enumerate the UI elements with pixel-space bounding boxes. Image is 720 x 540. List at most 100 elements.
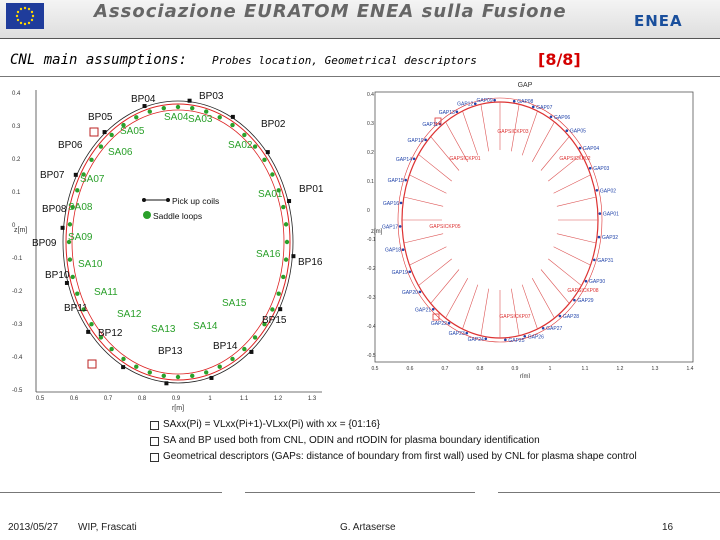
eu-flag-icon <box>6 3 44 29</box>
enea-logo: ENEA <box>634 12 683 30</box>
gap-spoke <box>553 174 591 194</box>
y-tick-label: 0 <box>367 208 370 214</box>
saddle-loop-marker <box>66 239 72 245</box>
y-tick-label: -0.1 <box>12 256 23 262</box>
footer-date: 2013/05/27 <box>8 522 59 533</box>
pickup-coil-marker <box>86 329 91 334</box>
gap-marker <box>447 321 451 325</box>
probe-label: SA08 <box>68 202 93 213</box>
probe-label: SA04 <box>164 112 189 123</box>
saddle-loop-marker <box>81 307 86 312</box>
saddle-loop-marker <box>276 291 281 296</box>
probe-label: BP14 <box>213 341 238 352</box>
gap-label: GAP04 <box>583 146 599 152</box>
gap-label: GAP16 <box>383 201 399 207</box>
gap-marker <box>408 270 412 274</box>
footer-event: WIP, Frascati <box>78 522 137 533</box>
saddle-loop-marker <box>242 346 247 352</box>
pickup-coil-marker <box>102 130 107 135</box>
gap-spoke <box>531 121 555 162</box>
x-tick-label: 0.9 <box>512 366 519 372</box>
saddle-loop-marker <box>204 370 209 375</box>
gap-marker <box>512 99 516 103</box>
saddle-loop-marker <box>230 356 235 362</box>
pickup-coil-marker <box>60 225 65 230</box>
gapsickp-label: GAPSICKP02 <box>559 156 590 162</box>
gap-label: GAP22 <box>431 321 447 327</box>
saddle-loop-marker <box>70 274 75 280</box>
gapsickp-label: GAPSICKP05 <box>429 224 460 230</box>
gap-spoke <box>409 174 447 194</box>
x-tick-label: 1 <box>208 396 212 402</box>
saddle-loop-marker <box>134 364 139 369</box>
y-tick-label: 0.4 <box>12 91 21 97</box>
x-axis-label: r[m] <box>172 405 184 412</box>
footer-divider <box>245 492 475 493</box>
legend-saddle-label: Saddle loops <box>153 211 202 221</box>
saddle-loop-marker <box>283 222 289 227</box>
association-title: Associazione EURATOM ENEA sulla Fusione <box>94 1 567 22</box>
gap-spoke <box>418 258 452 286</box>
header-banner: Associazione EURATOM ENEA sulla Fusione … <box>0 0 720 38</box>
x-tick-label: 1.1 <box>582 366 589 372</box>
gap-spoke <box>480 104 489 152</box>
probe-label: SA16 <box>256 249 281 260</box>
probe-label: BP02 <box>261 119 286 130</box>
x-tick-label: 1 <box>549 366 552 372</box>
saddle-loop-marker <box>109 346 114 352</box>
legend-pickup-marker <box>142 198 146 202</box>
y-tick-label: -0.4 <box>12 355 23 361</box>
gap-label: GAP27 <box>546 326 562 332</box>
bullet-list: SAxx(Pi) = VLxx(Pi+1)-VLxx(Pi) with xx =… <box>150 417 637 465</box>
gap-marker <box>573 298 576 302</box>
probe-label: BP13 <box>158 346 183 357</box>
gap-marker <box>549 115 553 119</box>
gap-spoke <box>556 196 597 207</box>
checkbox-bullet-icon <box>150 420 159 430</box>
probe-label: SA03 <box>188 114 213 125</box>
gap-spoke <box>403 233 444 244</box>
saddle-loop-marker <box>175 104 181 110</box>
gap-spoke <box>445 278 469 319</box>
pickup-coil-marker <box>287 199 292 204</box>
saddle-loop-marker <box>121 122 126 128</box>
saddle-loop-marker <box>98 144 104 149</box>
saddle-loop-marker <box>217 115 222 120</box>
gap-label: GAP18 <box>385 248 401 254</box>
title-divider <box>0 76 720 77</box>
pickup-coil-marker <box>121 365 126 370</box>
probe-label: BP03 <box>199 91 224 102</box>
y-tick-label: -0.2 <box>367 266 376 272</box>
vessel-outline <box>65 103 291 381</box>
y-axis-label: z[m] <box>371 229 383 235</box>
y-tick-label: 0.2 <box>367 150 374 156</box>
gap-marker <box>523 334 527 338</box>
saddle-loop-marker <box>121 356 126 362</box>
saddle-loop-marker <box>147 109 152 114</box>
probes-location-plot: 0.4 0.3 0.2 0.1 0 -0.1 -0.2 -0.3 -0.4 -0.5 0.5 0.6 0… <box>12 90 324 412</box>
gap-spoke <box>511 104 520 152</box>
pickup-coil-marker <box>209 375 214 380</box>
gap-label: GAP31 <box>597 258 613 264</box>
x-tick-label: 1.4 <box>687 366 694 372</box>
gap-spoke <box>403 196 444 207</box>
x-tick-label: 0.6 <box>407 366 414 372</box>
probe-label: BP15 <box>262 315 287 326</box>
pickup-coil-marker <box>230 114 235 119</box>
saddle-loop-marker <box>262 157 267 163</box>
slide-title: CNL main assumptions: <box>10 52 188 68</box>
gap-label: GAP11 <box>422 122 438 128</box>
legend-pickup-marker <box>166 198 170 202</box>
checkbox-bullet-icon <box>150 436 159 446</box>
plot-frame <box>374 91 694 363</box>
gap-label: GAP07 <box>536 105 552 111</box>
probe-label: SA05 <box>120 126 145 137</box>
x-tick-label: 0.8 <box>138 396 147 402</box>
gapsickp-label: GAPSICKP08 <box>567 288 598 294</box>
probe-label: BP04 <box>131 94 156 105</box>
x-axis-label: r[m] <box>520 374 531 378</box>
gapsickp-label: GAPSICKP07 <box>499 314 530 320</box>
gap-marker <box>588 166 592 170</box>
y-tick-label: -0.3 <box>12 322 23 328</box>
probe-label: SA14 <box>193 321 218 332</box>
